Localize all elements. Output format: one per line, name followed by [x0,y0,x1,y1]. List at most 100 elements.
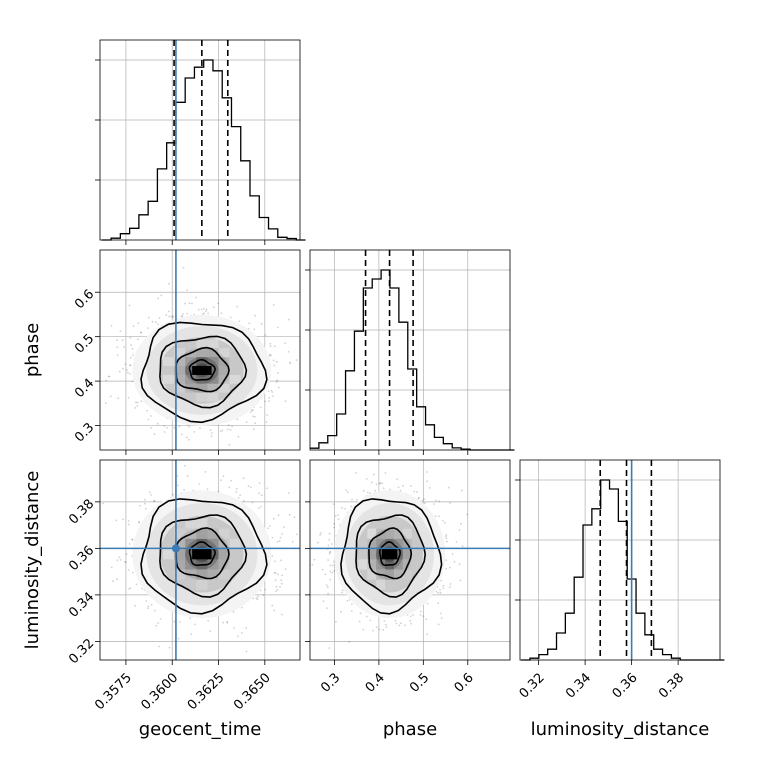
sample-point [331,564,334,567]
sample-point [157,323,159,325]
sample-point [439,612,442,615]
sample-point [131,538,134,541]
density-block [196,383,208,393]
sample-point [329,578,332,581]
sample-point [416,491,418,493]
sample-point [183,464,186,467]
sample-point [327,592,329,595]
sample-point [146,607,149,610]
sample-point [129,356,132,359]
density-block [385,538,394,550]
sample-point [362,489,365,492]
density-block [174,559,186,570]
sample-point [188,302,191,305]
x-tick-label: 0.34 [563,670,594,701]
sample-point [146,409,148,412]
sample-point [209,630,212,632]
sample-point [147,605,150,608]
sample-point [288,361,291,364]
sample-point [153,609,156,612]
sample-point [439,591,442,594]
density-peak [192,366,212,375]
sample-point [281,574,283,577]
sample-point [127,396,130,399]
sample-point [187,453,189,455]
density-block [207,569,219,580]
sample-point [109,395,112,398]
sample-point [442,584,445,587]
sample-point [203,307,205,310]
sample-point [330,543,333,545]
sample-point [254,422,257,424]
sample-point [250,486,252,489]
density-block [207,392,219,402]
sample-point [289,362,292,365]
sample-point [449,586,451,588]
sample-point [241,606,244,609]
sample-point [139,504,142,507]
sample-point [128,304,131,307]
x-tick-label: 0.5 [407,670,432,695]
sample-point [184,302,187,305]
sample-point [383,620,386,622]
sample-point [238,320,241,323]
y-tick-label: 0.38 [66,497,97,528]
sample-point [125,561,127,564]
sample-point [179,621,181,623]
y-tick-label: 0.5 [72,331,97,356]
sample-point [147,418,150,421]
sample-point [375,626,378,629]
sample-point [276,379,279,382]
sample-point [200,308,203,311]
density-block [196,538,208,550]
sample-point [271,604,274,607]
sample-point [268,396,271,399]
sample-point [287,492,290,494]
sample-point [135,401,137,404]
sample-point [118,556,121,559]
sample-point [127,523,130,526]
sample-point [194,296,197,299]
contour-line [368,527,413,580]
sample-point [420,610,422,613]
sample-point [445,567,448,570]
sample-point [136,404,139,407]
density-block [174,538,186,550]
density-block [207,348,219,358]
sample-point [102,502,105,505]
sample-point [151,320,154,323]
panel-border [99,459,301,661]
sample-point [449,566,451,569]
density-block [196,339,208,349]
sample-point [239,494,242,497]
sample-point [280,582,283,585]
sample-point [180,315,183,318]
sample-point [409,615,412,618]
sample-point [235,491,238,493]
sample-point [128,543,131,545]
sample-point [154,321,157,323]
sample-point [150,426,152,429]
density-block [207,374,219,384]
sample-point [277,386,280,389]
sample-point [379,482,382,485]
sample-point [168,315,171,318]
sample-point [394,619,397,622]
y-axis-label-luminosity_distance: luminosity_distance [22,471,43,650]
sample-point [129,364,131,367]
sample-point [351,603,353,605]
sample-point [248,322,251,325]
sample-point [119,330,122,333]
sample-point [127,520,130,522]
density-layer [102,464,298,653]
histogram-step [101,59,306,241]
sample-point [110,324,113,327]
sample-point [281,613,283,616]
sample-point [449,502,451,504]
sample-point [253,416,256,418]
contour-line [159,514,248,598]
sample-point [398,624,401,627]
sample-point [144,502,146,505]
sample-point [140,400,143,403]
sample-point [269,342,272,345]
